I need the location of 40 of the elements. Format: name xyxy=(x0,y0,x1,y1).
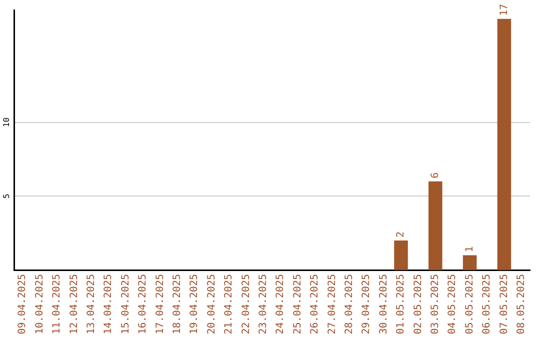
x-tick-label: 24.04.2025 xyxy=(275,274,286,334)
x-tick-label: 13.04.2025 xyxy=(86,274,97,334)
data-label: 2 xyxy=(396,231,407,238)
bar xyxy=(394,240,408,270)
x-tick-label: 04.05.2025 xyxy=(447,274,458,334)
x-tick-label: 07.05.2025 xyxy=(498,274,510,334)
x-tick-label: 02.05.2025 xyxy=(412,274,424,334)
x-tick-label: 23.04.2025 xyxy=(258,274,269,334)
x-tick-label: 25.04.2025 xyxy=(292,274,304,334)
data-label: 17 xyxy=(498,4,510,16)
bar xyxy=(497,18,512,270)
x-tick-label: 12.04.2025 xyxy=(68,274,80,334)
x-tick-label: 06.05.2025 xyxy=(482,274,493,334)
x-tick-label: 19.04.2025 xyxy=(189,274,200,334)
x-tick-label: 30.04.2025 xyxy=(378,274,390,334)
x-tick-label: 26.04.2025 xyxy=(310,274,321,334)
bar xyxy=(462,255,477,270)
x-tick-label: 16.04.2025 xyxy=(138,274,149,334)
x-tick-label: 05.05.2025 xyxy=(464,274,476,334)
x-tick-label: 20.04.2025 xyxy=(206,274,218,334)
bar xyxy=(428,181,442,270)
x-tick-label: 09.04.2025 xyxy=(17,274,28,334)
x-tick-label: 17.04.2025 xyxy=(154,274,166,334)
x-tick-label: 15.04.2025 xyxy=(120,274,132,334)
x-tick-label: 14.04.2025 xyxy=(103,274,114,334)
x-tick-label: 11.04.2025 xyxy=(52,274,63,334)
x-tick-label: 18.04.2025 xyxy=(172,274,183,334)
x-tick-label: 08.05.2025 xyxy=(516,274,527,334)
x-tick-label: 01.05.2025 xyxy=(396,274,407,334)
y-tick-label: 10 xyxy=(2,117,12,128)
x-tick-label: 27.04.2025 xyxy=(326,274,338,334)
x-tick-label: 22.04.2025 xyxy=(240,274,252,334)
x-tick-label: 03.05.2025 xyxy=(430,274,441,334)
y-tick-label: 5 xyxy=(2,194,12,199)
x-tick-label: 28.04.2025 xyxy=(344,274,355,334)
x-tick-label: 10.04.2025 xyxy=(34,274,46,334)
data-label: 6 xyxy=(430,172,441,178)
x-tick-label: 21.04.2025 xyxy=(224,274,235,334)
data-label: 1 xyxy=(464,246,476,252)
x-tick-label: 29.04.2025 xyxy=(361,274,372,334)
